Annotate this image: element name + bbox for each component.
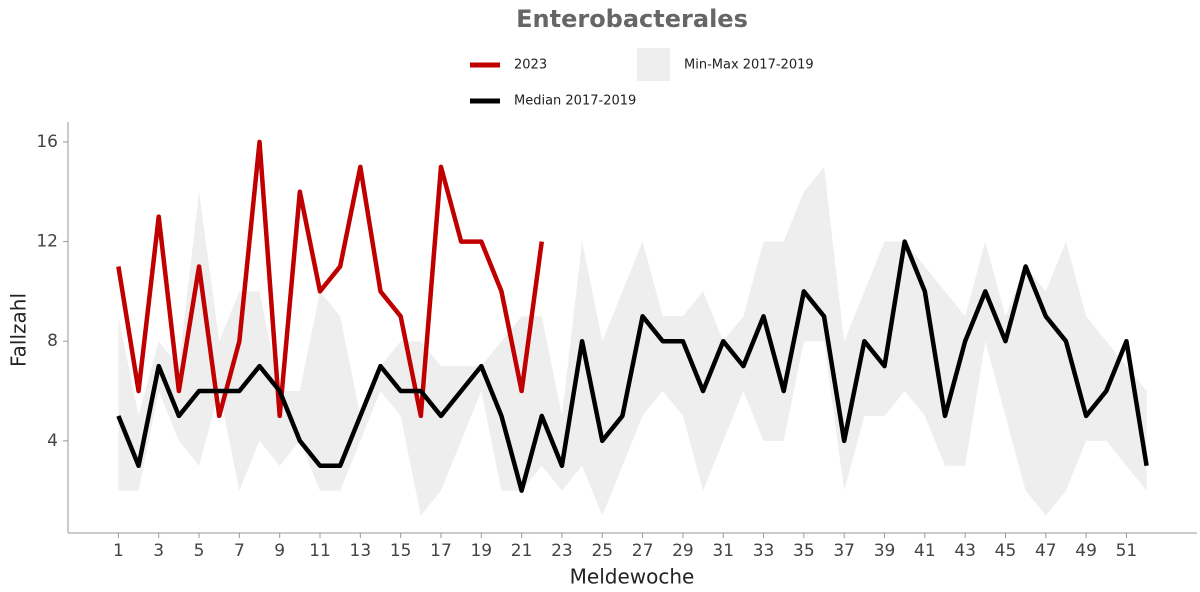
x-tick-label: 51: [1116, 541, 1138, 561]
y-axis-label: Fallzahl: [7, 293, 31, 367]
x-tick-label: 33: [753, 541, 775, 561]
x-tick-label: 39: [874, 541, 896, 561]
x-tick-label: 15: [390, 541, 412, 561]
x-tick-label: 5: [194, 541, 205, 561]
x-tick-label: 31: [712, 541, 734, 561]
y-tick-label: 8: [47, 331, 58, 351]
x-tick-label: 27: [632, 541, 654, 561]
x-tick-label: 37: [833, 541, 855, 561]
x-tick-label: 17: [430, 541, 452, 561]
x-tick-label: 49: [1075, 541, 1097, 561]
x-tick-label: 43: [954, 541, 976, 561]
x-tick-label: 9: [274, 541, 285, 561]
x-tick-label: 3: [153, 541, 164, 561]
x-tick-label: 25: [591, 541, 613, 561]
x-tick-label: 13: [350, 541, 372, 561]
min-max-band: [118, 166, 1147, 516]
x-tick-label: 21: [511, 541, 533, 561]
line: [116, 139, 545, 419]
x-tick-label: 1: [113, 541, 124, 561]
x-axis-label: Meldewoche: [570, 565, 695, 589]
x-tick-label: 45: [995, 541, 1017, 561]
x-tick-label: 11: [309, 541, 331, 561]
legend-label: Median 2017-2019: [514, 94, 636, 109]
x-tick-label: 23: [551, 541, 573, 561]
chart-title: Enterobacterales: [516, 5, 748, 33]
legend-label: Min-Max 2017-2019: [684, 58, 814, 73]
y-tick-label: 16: [36, 132, 58, 152]
legend-swatch: [637, 48, 670, 81]
x-tick-label: 29: [672, 541, 694, 561]
legend-label: 2023: [514, 58, 547, 73]
x-tick-label: 47: [1035, 541, 1057, 561]
y-tick-label: 12: [36, 232, 58, 252]
x-tick-label: 7: [234, 541, 245, 561]
line: [116, 239, 1149, 493]
x-tick-label: 19: [470, 541, 492, 561]
x-tick-label: 41: [914, 541, 936, 561]
y-tick-label: 4: [47, 431, 58, 451]
x-tick-label: 35: [793, 541, 815, 561]
